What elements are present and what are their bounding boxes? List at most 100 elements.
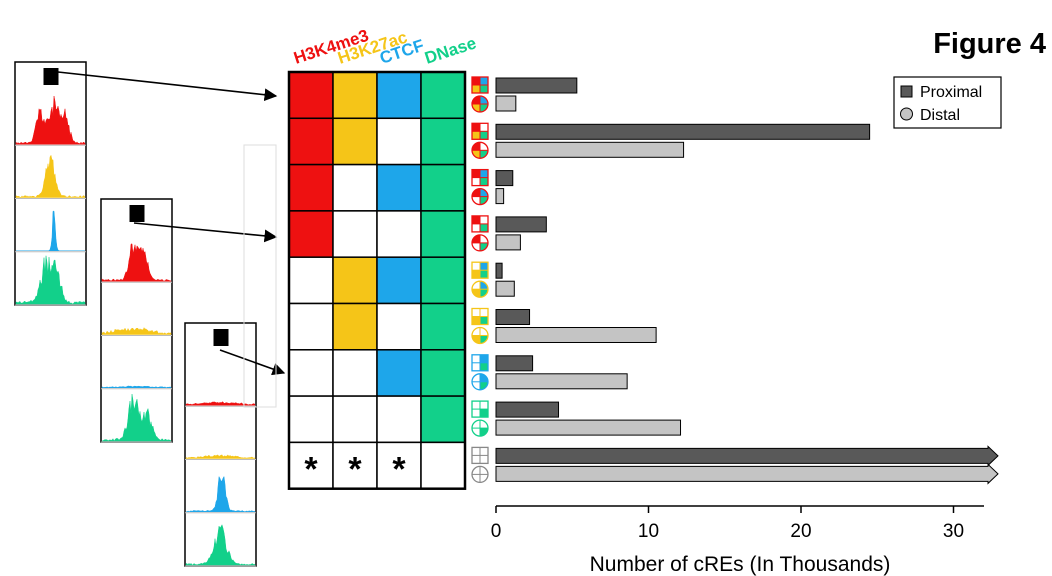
circle-icon-quadrant bbox=[472, 327, 480, 336]
matrix-cell bbox=[376, 441, 422, 490]
signal-track bbox=[101, 385, 172, 388]
bar-proximal bbox=[495, 123, 871, 140]
matrix-cell bbox=[376, 210, 422, 258]
circle-icon-quadrant bbox=[480, 242, 488, 251]
circle-icon-quadrant bbox=[480, 150, 488, 159]
panel-arrow bbox=[133, 222, 278, 243]
circle-icon-quadrant bbox=[480, 104, 488, 112]
square-icon-quadrant bbox=[472, 169, 480, 178]
region-marker bbox=[43, 68, 59, 85]
matrix-cell bbox=[376, 163, 422, 212]
square-icon-quadrant bbox=[480, 401, 488, 410]
bar-chart bbox=[495, 77, 999, 485]
legend-swatch-distal bbox=[900, 107, 913, 121]
bar-proximal bbox=[495, 77, 578, 94]
matrix-cell bbox=[332, 256, 378, 305]
square-icon-quadrant bbox=[472, 215, 480, 224]
square-icon-quadrant bbox=[472, 85, 480, 93]
matrix-cell bbox=[420, 210, 466, 258]
legend-label-distal: Distal bbox=[920, 107, 960, 124]
square-icon-quadrant bbox=[472, 316, 480, 325]
bar-proximal bbox=[495, 262, 503, 279]
bar-distal bbox=[495, 280, 515, 297]
signal-track bbox=[15, 255, 86, 305]
row-icon-pair bbox=[471, 76, 489, 113]
circle-icon-quadrant bbox=[480, 420, 488, 429]
bar-distal bbox=[495, 95, 517, 112]
square-icon-quadrant bbox=[480, 215, 488, 224]
square-icon-quadrant bbox=[480, 131, 488, 140]
square-icon-quadrant bbox=[480, 270, 488, 279]
circle-icon-quadrant bbox=[472, 381, 480, 390]
circle-icon-quadrant bbox=[472, 150, 480, 159]
square-icon-quadrant bbox=[472, 177, 480, 186]
circle-icon-quadrant bbox=[480, 327, 488, 336]
x-axis-label: Number of cREs (In Thousands) bbox=[590, 553, 891, 576]
bar-proximal bbox=[495, 355, 534, 372]
signal-track bbox=[101, 243, 172, 282]
circle-icon-quadrant bbox=[472, 234, 480, 243]
panel-arrow bbox=[57, 71, 278, 102]
matrix-cell bbox=[332, 71, 378, 120]
region-marker bbox=[213, 329, 229, 346]
square-icon-quadrant bbox=[480, 316, 488, 325]
x-axis: 0 10 20 30 bbox=[491, 505, 984, 542]
square-icon-quadrant bbox=[472, 401, 480, 410]
row-icon-pair bbox=[471, 307, 489, 345]
circle-icon-quadrant bbox=[480, 474, 488, 483]
matrix-cell bbox=[376, 302, 422, 351]
square-icon-quadrant bbox=[472, 77, 480, 85]
square-icon-quadrant bbox=[480, 85, 488, 93]
x-tick-label: 0 bbox=[491, 521, 502, 542]
bar-proximal bbox=[495, 445, 999, 467]
figure-label: Figure 4 bbox=[933, 28, 1046, 60]
bar-distal bbox=[495, 188, 505, 205]
mark-matrix: * * * bbox=[287, 70, 467, 490]
row-icon-pair bbox=[471, 215, 489, 252]
signal-track bbox=[101, 327, 172, 335]
matrix-cell bbox=[332, 349, 378, 397]
circle-icon-quadrant bbox=[472, 420, 480, 429]
highlight-bracket bbox=[243, 144, 277, 408]
circle-icon-quadrant bbox=[472, 466, 480, 475]
matrix-cell bbox=[332, 163, 378, 212]
matrix-cell bbox=[420, 395, 466, 444]
matrix-cell bbox=[376, 256, 422, 305]
bar-distal bbox=[495, 234, 521, 251]
matrix-cell bbox=[288, 117, 334, 166]
matrix-cell bbox=[420, 349, 466, 397]
track-panel-frame bbox=[14, 61, 87, 306]
row-icon-pair bbox=[471, 261, 489, 298]
square-icon-quadrant bbox=[480, 177, 488, 186]
circle-icon-quadrant bbox=[472, 289, 480, 298]
bar-distal bbox=[495, 419, 682, 436]
matrix-border bbox=[287, 70, 467, 490]
square-icon-quadrant bbox=[480, 77, 488, 85]
square-icon-quadrant bbox=[472, 354, 480, 363]
circle-icon-quadrant bbox=[480, 188, 488, 197]
square-icon-quadrant bbox=[480, 223, 488, 232]
x-tick-label: 30 bbox=[943, 521, 964, 542]
region-marker bbox=[129, 205, 145, 222]
square-icon-quadrant bbox=[480, 308, 488, 317]
bar-distal bbox=[495, 141, 685, 158]
x-tick-label: 20 bbox=[790, 521, 811, 542]
matrix-cell bbox=[332, 395, 378, 444]
matrix-cell bbox=[420, 256, 466, 305]
legend-swatch-proximal bbox=[900, 85, 913, 98]
circle-icon-quadrant bbox=[480, 381, 488, 390]
square-icon-quadrant bbox=[480, 262, 488, 271]
matrix-cell bbox=[420, 441, 466, 490]
matrix-cell bbox=[376, 395, 422, 444]
matrix-cell bbox=[288, 256, 334, 305]
signal-track bbox=[185, 454, 256, 459]
matrix-cell bbox=[288, 302, 334, 351]
bar-distal bbox=[495, 373, 628, 390]
circle-icon-quadrant bbox=[472, 96, 480, 104]
matrix-cell bbox=[288, 349, 334, 397]
bar-proximal bbox=[495, 401, 560, 418]
matrix-cell bbox=[420, 163, 466, 212]
track-panel-1 bbox=[14, 61, 87, 306]
signal-track bbox=[15, 95, 86, 145]
matrix-cell bbox=[288, 163, 334, 212]
